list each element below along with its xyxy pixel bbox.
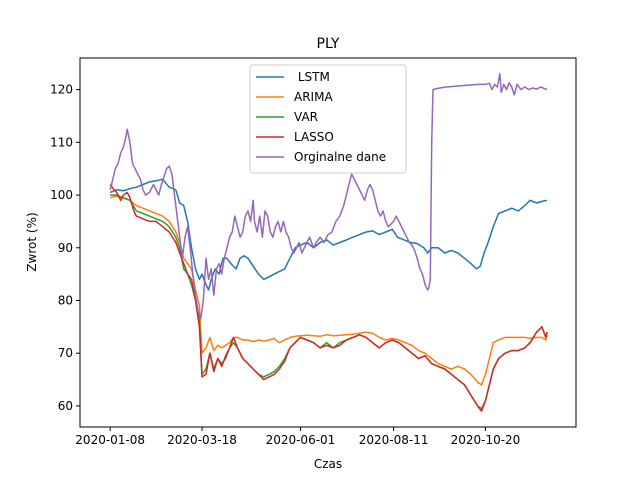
y-axis: 60 70 80 90 100 110 120: [50, 83, 80, 413]
x-tick-label: 2020-08-11: [359, 433, 429, 447]
legend-label: LASSO: [294, 130, 334, 144]
x-tick-label: 2020-10-20: [451, 433, 521, 447]
legend-label: LSTM: [294, 70, 330, 84]
y-tick-label: 70: [58, 346, 73, 360]
x-axis-label: Czas: [314, 457, 342, 471]
series-line-2: [110, 194, 548, 410]
plot-frame: [79, 57, 577, 428]
legend: LSTM ARIMA VAR LASSO Orginalne dane: [249, 64, 407, 174]
y-tick-label: 110: [50, 135, 73, 149]
series-line-1: [110, 195, 548, 386]
x-tick-label: 2020-01-08: [75, 433, 145, 447]
y-tick-label: 100: [50, 188, 73, 202]
legend-box: [249, 64, 407, 174]
legend-label: ARIMA: [294, 90, 333, 104]
x-tick-label: 2020-03-18: [167, 433, 237, 447]
series-lines: [109, 73, 548, 412]
chart-title: PLY: [317, 36, 340, 52]
y-tick-label: 80: [58, 293, 73, 307]
x-axis: 2020-01-08 2020-03-18 2020-06-01 2020-08-11…: [75, 427, 520, 447]
legend-label: VAR: [294, 110, 318, 124]
y-tick-label: 60: [58, 399, 73, 413]
x-tick-label: 2020-06-01: [266, 433, 336, 447]
y-axis-label: Zwrot (%): [25, 212, 39, 271]
series-line-4: [109, 73, 548, 320]
series-line-3: [109, 184, 548, 412]
y-tick-label: 90: [58, 241, 73, 255]
y-tick-label: 120: [50, 83, 73, 97]
legend-label: Orginalne dane: [294, 150, 386, 164]
